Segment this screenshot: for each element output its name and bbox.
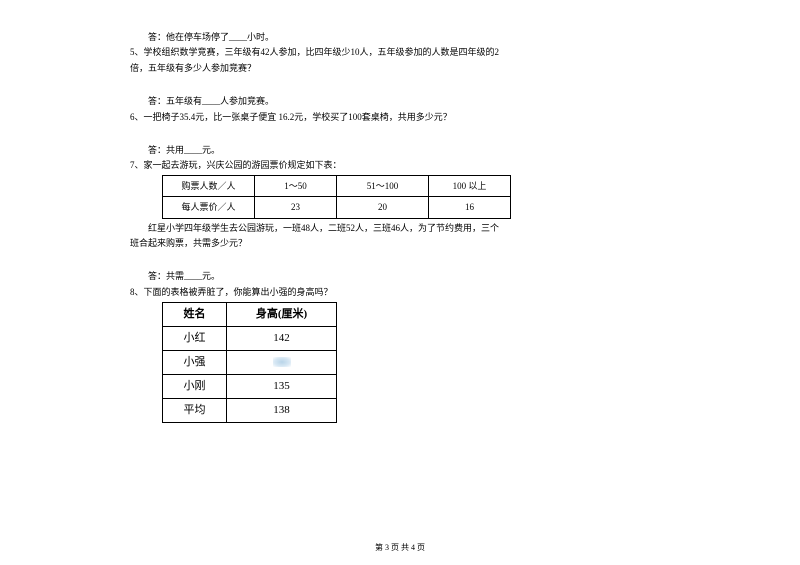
cell-name: 小强 xyxy=(163,351,227,375)
q4-answer-line: 答：他在停车场停了____小时。 xyxy=(130,30,670,44)
q7-price-table: 购票人数／人 1～50 51～100 100 以上 每人票价／人 23 20 1… xyxy=(162,175,511,219)
table-row: 姓名 身高(厘米) xyxy=(163,303,337,327)
cell: 20 xyxy=(337,197,429,218)
cell-header-name: 姓名 xyxy=(163,303,227,327)
cell-value: 135 xyxy=(227,375,337,399)
q7-answer-line: 答：共需____元。 xyxy=(130,269,670,283)
spacer xyxy=(130,76,670,94)
cell: 23 xyxy=(255,197,337,218)
cell-header: 100 以上 xyxy=(429,175,511,196)
cell-header: 51～100 xyxy=(337,175,429,196)
cell-value: 138 xyxy=(227,399,337,423)
q5-answer-line: 答：五年级有____人参加竞赛。 xyxy=(130,94,670,108)
document-page: 答：他在停车场停了____小时。 5、学校组织数学竞赛，三年级有42人参加，比四… xyxy=(0,0,800,423)
cell-name: 小刚 xyxy=(163,375,227,399)
smudge-icon xyxy=(273,357,291,367)
cell-name: 小红 xyxy=(163,327,227,351)
spacer xyxy=(130,251,670,269)
q6-stem-line: 6、一把椅子35.4元，比一张桌子便宜 16.2元，学校买了100套桌椅，共用多… xyxy=(130,110,670,124)
table-row: 每人票价／人 23 20 16 xyxy=(163,197,511,218)
cell: 16 xyxy=(429,197,511,218)
cell-header-value: 身高(厘米) xyxy=(227,303,337,327)
cell-name: 平均 xyxy=(163,399,227,423)
q8-height-table: 姓名 身高(厘米) 小红 142 小强 小刚 135 平均 138 xyxy=(162,302,337,423)
table-row: 购票人数／人 1～50 51～100 100 以上 xyxy=(163,175,511,196)
cell-header: 1～50 xyxy=(255,175,337,196)
q8-stem-line: 8、下面的表格被弄脏了，你能算出小强的身高吗？ xyxy=(130,285,670,299)
table-row: 小强 xyxy=(163,351,337,375)
table-row: 小红 142 xyxy=(163,327,337,351)
q7-body-line2: 班合起来购票，共需多少元？ xyxy=(130,236,670,250)
cell-value-blurred xyxy=(227,351,337,375)
q5-stem-line1: 5、学校组织数学竞赛，三年级有42人参加，比四年级少10人，五年级参加的人数是四… xyxy=(130,45,670,59)
q7-stem-line: 7、家一起去游玩，兴庆公园的游园票价规定如下表： xyxy=(130,158,670,172)
page-footer: 第 3 页 共 4 页 xyxy=(0,542,800,553)
spacer xyxy=(130,125,670,143)
cell-header: 购票人数／人 xyxy=(163,175,255,196)
q7-body-line1: 红星小学四年级学生去公园游玩，一班48人，二班52人，三班46人，为了节约费用，… xyxy=(130,221,670,235)
table-row: 平均 138 xyxy=(163,399,337,423)
q6-answer-line: 答：共用____元。 xyxy=(130,143,670,157)
table-row: 小刚 135 xyxy=(163,375,337,399)
cell-value: 142 xyxy=(227,327,337,351)
cell: 每人票价／人 xyxy=(163,197,255,218)
q5-stem-line2: 倍，五年级有多少人参加竞赛？ xyxy=(130,61,670,75)
